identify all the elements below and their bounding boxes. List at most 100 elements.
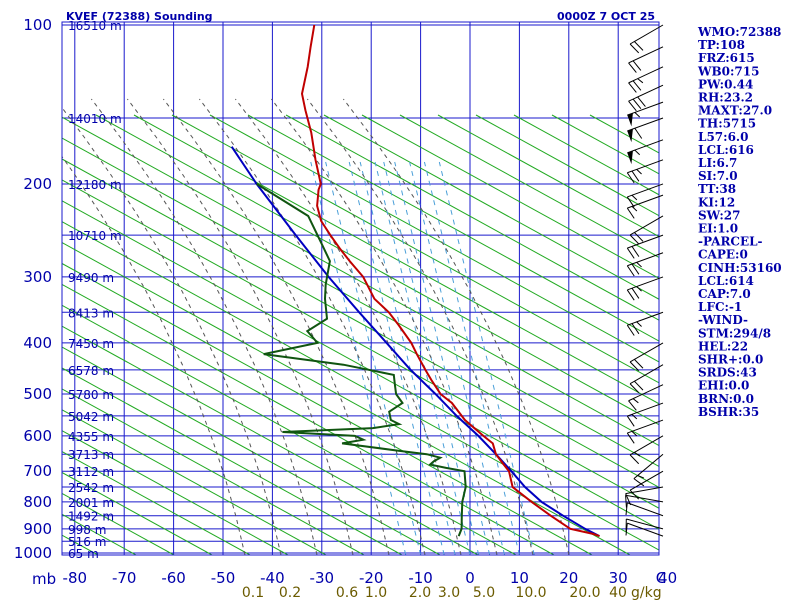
- dry-adiabat-line: [95, 114, 659, 426]
- index-item: RH:23.2: [698, 91, 753, 105]
- height-tick-label: 3112 m: [68, 465, 114, 479]
- height-tick-label: 3713 m: [68, 448, 114, 462]
- wind-barb-staff: [627, 522, 664, 537]
- wind-barb-staff: [628, 46, 664, 64]
- wind-barb-flag: [626, 415, 635, 427]
- mixing-ratio-label: 10.0: [515, 585, 546, 600]
- mixing-ratio-line: [310, 161, 407, 555]
- dry-adiabat-line: [62, 283, 555, 555]
- temperature-tick-label: 10: [510, 569, 529, 587]
- mixing-ratio-label: 40: [609, 585, 627, 600]
- wind-barb: [626, 402, 664, 427]
- temperature-tick-label: 20: [559, 569, 578, 587]
- index-item: SI:7.0: [698, 169, 738, 183]
- wind-barb: [629, 364, 664, 393]
- dry-adiabat-line: [62, 388, 365, 555]
- wind-barb-flag: [632, 398, 639, 404]
- height-tick-label: 5042 m: [68, 410, 114, 424]
- mixing-ratio-line: [438, 161, 535, 555]
- temperature-tick-label: 0: [465, 569, 475, 587]
- height-tick-label: 65 m: [68, 547, 99, 561]
- index-item: CAPE:0: [698, 248, 748, 262]
- dry-adiabat-line: [437, 114, 659, 238]
- wind-barb-flag: [626, 172, 635, 184]
- wind-barb-flag: [631, 263, 640, 275]
- height-tick-label: 2001 m: [68, 496, 114, 510]
- temperature-unit-label: C: [656, 569, 666, 587]
- wind-barb-flag: [631, 206, 638, 212]
- wind-barb-flag: [636, 261, 642, 268]
- wind-barb-staff: [625, 494, 664, 503]
- dry-adiabat-line: [323, 114, 659, 300]
- wind-barb: [628, 66, 664, 93]
- wind-barb-staff: [627, 252, 664, 267]
- dry-adiabat-line: [62, 221, 659, 551]
- moist-adiabat-line: [199, 98, 426, 555]
- wind-barbs: [625, 24, 664, 537]
- wind-barb: [627, 101, 664, 127]
- index-item: -WIND-: [698, 313, 748, 327]
- wind-barb-staff: [627, 419, 664, 434]
- wind-barb: [628, 46, 664, 73]
- wind-barb-flag: [634, 380, 644, 391]
- wind-barb-flag: [634, 451, 641, 457]
- height-tick-label: 6578 m: [68, 364, 114, 378]
- wind-barb: [633, 453, 664, 487]
- wind-barb-staff: [626, 518, 664, 530]
- plot-border: [61, 21, 660, 556]
- parcel-trace-line: [230, 146, 600, 537]
- dry-adiabat-line: [62, 451, 251, 555]
- height-tick-label: 16510 m: [68, 19, 122, 33]
- temperature-tick-label: -30: [310, 569, 335, 587]
- height-tick-label: 516 m: [68, 535, 106, 549]
- index-item: EHI:0.0: [698, 379, 749, 393]
- pressure-tick-label: 900: [23, 520, 52, 538]
- index-item: SHR+:0.0: [698, 353, 763, 367]
- wind-barb: [629, 342, 664, 372]
- dry-adiabat-line: [361, 114, 659, 279]
- dry-adiabat-line: [62, 346, 441, 555]
- wind-barb: [625, 502, 664, 517]
- dry-adiabat-line: [62, 137, 659, 468]
- wind-barb: [626, 159, 664, 184]
- temperature-tick-label: -60: [161, 569, 186, 587]
- dry-adiabat-line: [399, 114, 659, 259]
- wind-barb-staff: [627, 234, 664, 249]
- index-item: SW:27: [698, 208, 740, 222]
- wind-barb: [625, 518, 664, 532]
- temperature-tick-label: 40: [658, 569, 677, 587]
- height-tick-label: 5780 m: [68, 388, 114, 402]
- wind-barb-flag: [625, 493, 632, 506]
- wind-barb-flag: [628, 400, 637, 411]
- moist-adiabat-line: [91, 98, 318, 555]
- wind-barb-flag: [626, 196, 635, 208]
- wind-barb-staff: [628, 66, 664, 84]
- index-item: CAP:7.0: [698, 287, 751, 301]
- moist-adiabat-line: [235, 98, 462, 555]
- moist-adiabat-line: [62, 106, 282, 555]
- dry-adiabat-line: [62, 325, 479, 555]
- pressure-tick-label: 500: [23, 385, 52, 403]
- dry-adiabat-line: [62, 367, 403, 555]
- mixing-ratio-label: 1.0: [365, 585, 387, 600]
- mixing-ratio-line: [423, 161, 520, 555]
- wind-barb-flag: [634, 112, 641, 118]
- wind-barb-flag: [634, 41, 644, 51]
- index-item: WB0:715: [697, 64, 759, 78]
- temperature-tick-label: -80: [63, 569, 88, 587]
- chart-title: KVEF (72388) Sounding: [66, 10, 213, 23]
- wind-barb-flag: [631, 430, 638, 437]
- dry-adiabat-line: [209, 114, 659, 363]
- dry-adiabat-line: [475, 114, 659, 217]
- temperature-tick-label: -40: [260, 569, 285, 587]
- pressure-tick-label: 400: [23, 334, 52, 352]
- pressure-tick-label: 600: [23, 427, 52, 445]
- wind-barb: [627, 139, 664, 165]
- wind-barb-staff: [629, 342, 664, 363]
- index-item: BRN:0.0: [698, 392, 754, 406]
- mixing-ratio-line: [348, 161, 445, 555]
- index-item: L57:6.0: [698, 130, 748, 144]
- sounding-lines: [230, 24, 600, 538]
